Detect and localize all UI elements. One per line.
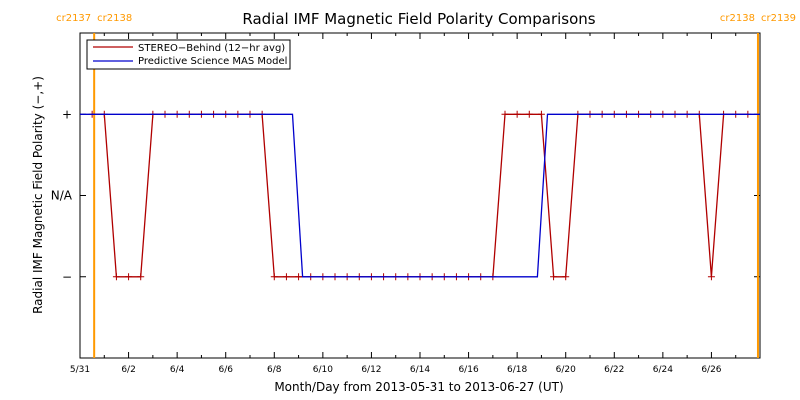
carrington-label-left: cr2138 bbox=[720, 13, 755, 24]
x-tick-label: 6/10 bbox=[313, 365, 333, 375]
x-axis-label: Month/Day from 2013-05-31 to 2013-06-27 … bbox=[274, 380, 563, 394]
stereo-data-point bbox=[137, 273, 145, 281]
x-axis-ticks: 5/31 6/2 6/4 6/6 6/8 6/10 6/12 6/14 6/16 6/18 6/20… bbox=[70, 33, 761, 375]
stereo-data-point bbox=[295, 273, 303, 281]
legend-label-mas-model: Predictive Science MAS Model bbox=[138, 56, 287, 67]
stereo-data-point bbox=[525, 110, 533, 118]
x-tick-label: 6/6 bbox=[218, 365, 233, 375]
carrington-rotation-markers: cr2137 cr2138 cr2138 cr2139 bbox=[56, 13, 796, 358]
legend-box bbox=[86, 39, 291, 70]
stereo-data-point bbox=[282, 273, 290, 281]
x-tick-label: 6/16 bbox=[458, 365, 478, 375]
mas-model-series-line bbox=[80, 113, 760, 278]
plot-area bbox=[79, 32, 761, 359]
x-tick-label: 6/18 bbox=[507, 365, 527, 375]
stereo-data-point bbox=[562, 273, 570, 281]
x-tick-label: 6/8 bbox=[267, 365, 282, 375]
stereo-behind-series-line bbox=[92, 113, 748, 278]
legend-label-stereo: STEREO−Behind (12−hr avg) bbox=[138, 43, 285, 54]
legend: STEREO−Behind (12−hr avg) Predictive Sci… bbox=[86, 39, 291, 70]
data-series bbox=[80, 110, 760, 281]
x-tick-label: 6/14 bbox=[410, 365, 430, 375]
y-tick-label: − bbox=[62, 270, 72, 284]
stereo-data-point bbox=[550, 273, 558, 281]
y-axis-label: Radial IMF Magnetic Field Polarity (−,+) bbox=[31, 76, 45, 314]
stereo-data-point bbox=[513, 110, 521, 118]
stereo-data-point bbox=[112, 273, 120, 281]
y-tick-label: + bbox=[62, 107, 72, 121]
stereo-data-point bbox=[537, 110, 545, 118]
stereo-data-point bbox=[125, 273, 133, 281]
stereo-data-point bbox=[707, 273, 715, 281]
x-tick-label: 5/31 bbox=[70, 365, 90, 375]
x-tick-label: 6/20 bbox=[556, 365, 576, 375]
carrington-label-right: cr2138 bbox=[97, 13, 132, 24]
x-tick-label: 6/2 bbox=[121, 365, 135, 375]
carrington-label-left: cr2137 bbox=[56, 13, 91, 24]
x-tick-label: 6/24 bbox=[653, 365, 673, 375]
y-tick-label: N/A bbox=[51, 189, 73, 203]
x-tick-label: 6/12 bbox=[361, 365, 381, 375]
x-tick-label: 6/26 bbox=[701, 365, 721, 375]
carrington-label-right: cr2139 bbox=[761, 13, 796, 24]
x-tick-label: 6/4 bbox=[170, 365, 185, 375]
stereo-data-point bbox=[501, 110, 509, 118]
x-tick-label: 6/22 bbox=[604, 365, 624, 375]
stereo-data-point bbox=[270, 273, 278, 281]
y-axis-ticks: − N/A + bbox=[51, 107, 760, 284]
chart-title: Radial IMF Magnetic Field Polarity Compa… bbox=[242, 10, 595, 28]
